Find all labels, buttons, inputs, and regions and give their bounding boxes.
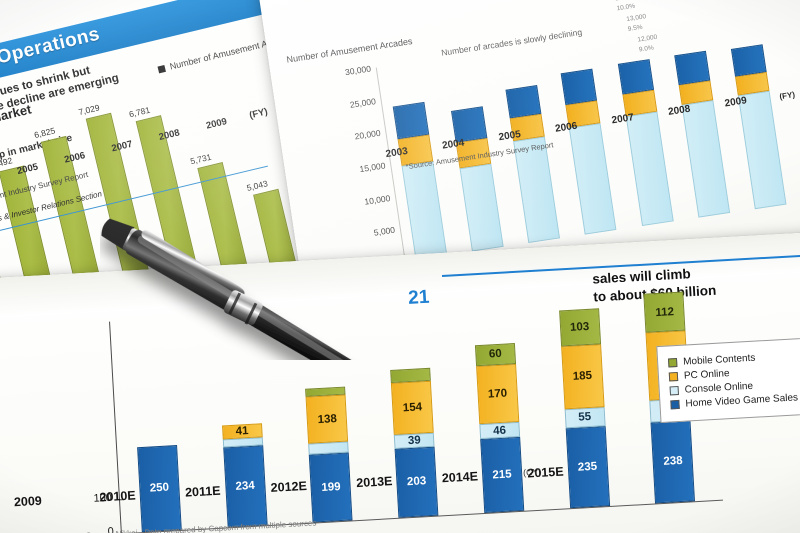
software-bar-segment: 55 <box>564 407 606 429</box>
software-bar-segment: 60 <box>474 343 516 366</box>
mid-y-tick: 10,000 <box>363 192 391 207</box>
software-bar-segment: 154 <box>391 380 434 436</box>
legend-label: Console Online <box>684 380 754 396</box>
software-stacked-bar: 234 41 <box>221 423 268 528</box>
bottom-chart-unit-label: (CY) <box>522 466 542 478</box>
legend-label: Home Video Game Sales <box>685 392 799 410</box>
mid-bar-segment <box>505 85 542 119</box>
mid-note-2: 13,000 <box>625 13 647 24</box>
mid-stacked-bar <box>451 105 504 252</box>
mid-y-tick: 30,000 <box>344 63 372 78</box>
software-bar-segment <box>308 441 350 455</box>
bottom-x-label: 2011E <box>184 483 221 500</box>
mid-x-label: 2007 <box>610 112 635 127</box>
green-x-label: 2007 <box>110 138 134 155</box>
bottom-x-label: 2014E <box>441 469 479 486</box>
bottom-x-label: 2009 <box>13 493 43 510</box>
software-bar-segment: 103 <box>558 308 601 347</box>
mid-stacked-bar <box>730 44 787 210</box>
mid-bar-segment <box>459 164 504 252</box>
green-bar-value: 5,731 <box>189 151 213 167</box>
mid-y-tick: 25,000 <box>349 95 377 110</box>
software-bar-segment <box>390 367 431 383</box>
green-bar-value: 6,781 <box>128 105 152 120</box>
mid-stacked-bar <box>505 85 561 243</box>
mid-x-label: 2006 <box>554 120 579 135</box>
mid-bar-segment <box>561 68 598 105</box>
mid-x-label: 2009 <box>723 95 748 110</box>
legend-label: Mobile Contents <box>682 352 756 368</box>
green-x-label: 2009 <box>204 116 229 132</box>
green-bar-value: 5,043 <box>245 177 269 193</box>
mid-x-label: 2008 <box>667 103 692 118</box>
mid-stacked-bar <box>673 50 730 218</box>
mid-chart-title: Number of Amusement Arcades <box>285 36 414 65</box>
green-x-label: 2005 <box>16 161 40 178</box>
mid-bar-segment <box>617 59 654 95</box>
software-bar-segment: 46 <box>479 421 520 440</box>
mid-x-label: 2004 <box>441 137 466 152</box>
legend-swatch-icon <box>668 371 679 382</box>
green-bar-value: 7,029 <box>77 102 101 118</box>
legend-swatch-icon <box>667 358 678 368</box>
software-bar-segment: 185 <box>560 343 605 410</box>
green-bar-value: 6,825 <box>33 125 57 140</box>
mid-x-label: 2003 <box>384 145 409 161</box>
mid-y-tick: 20,000 <box>354 128 382 142</box>
software-bar-segment: 238 <box>650 419 696 504</box>
green-x-label: 2006 <box>63 150 87 166</box>
software-bar-segment: 138 <box>305 394 349 445</box>
green-x-label: 2008 <box>157 127 181 144</box>
legend-label: PC Online <box>683 368 730 382</box>
software-bar-segment: 39 <box>393 432 435 449</box>
bottom-chart-legend: Mobile Contents PC Online Console Online Ho… <box>656 335 800 424</box>
square-swatch-icon <box>157 65 166 74</box>
report-page-software-sales: 21 sales will climb to about $60 billion… <box>0 230 800 533</box>
mid-bar-segment <box>673 50 711 86</box>
software-bar-segment: 170 <box>475 363 520 424</box>
mid-bar-segment <box>392 101 430 140</box>
bottom-x-label: 2012E <box>270 478 308 495</box>
mid-stacked-bar <box>617 59 674 227</box>
mid-y-tick: 5,000 <box>373 224 396 239</box>
bottom-x-label: 2013E <box>355 474 393 491</box>
software-bar-segment: 112 <box>643 291 686 333</box>
mid-note-1: 10.0% <box>616 2 636 13</box>
mid-bar-segment <box>730 44 767 77</box>
legend-swatch-icon <box>669 385 680 396</box>
mid-stacked-bar <box>561 68 617 235</box>
bottom-x-label: 2010E <box>99 488 137 505</box>
mid-bar-segment <box>401 161 448 260</box>
mid-x-label: 2005 <box>497 129 522 144</box>
software-bar-segment: 41 <box>221 423 263 440</box>
legend-swatch-icon <box>670 399 680 410</box>
